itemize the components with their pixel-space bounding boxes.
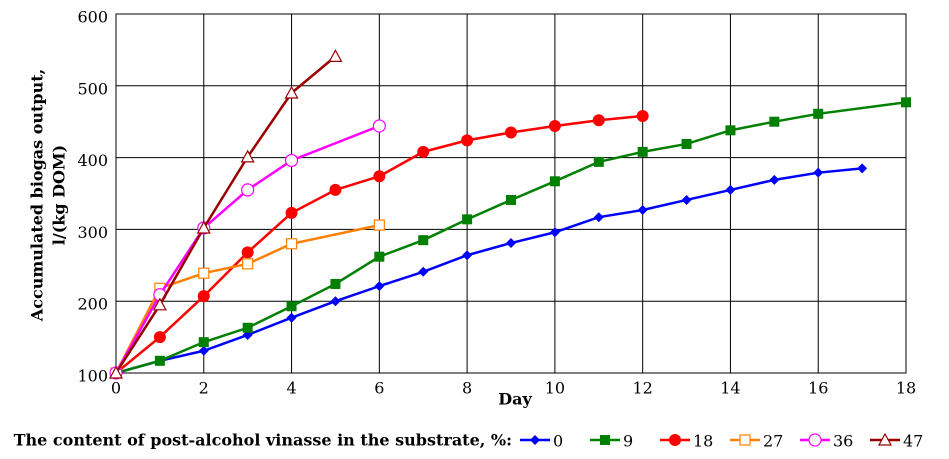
legend-label: 9	[623, 432, 633, 451]
x-tick-label: 6	[374, 379, 384, 398]
y-tick-label: 400	[77, 151, 108, 170]
marker	[506, 194, 516, 205]
x-tick-label: 10	[545, 379, 565, 398]
marker	[242, 322, 253, 333]
x-tick-label: 12	[632, 379, 652, 398]
marker	[330, 278, 341, 289]
marker	[152, 297, 167, 311]
x-tick-label: 16	[808, 379, 828, 398]
marker	[154, 355, 165, 366]
marker	[286, 312, 297, 323]
marker	[462, 250, 473, 261]
y-tick-label: 600	[77, 8, 108, 27]
marker	[198, 337, 209, 348]
marker	[329, 183, 342, 196]
marker	[286, 301, 297, 312]
series-line	[114, 55, 337, 374]
series-line	[114, 223, 380, 374]
legend-title: The content of post-alcohol vinasse in t…	[14, 431, 512, 450]
marker	[593, 212, 604, 223]
marker	[198, 345, 209, 356]
y-tick-label: 100	[77, 367, 108, 386]
marker	[506, 238, 516, 249]
legend-label: 18	[693, 432, 713, 451]
x-tick-label: 14	[720, 379, 740, 398]
marker	[108, 365, 124, 379]
y-axis-label: l/(kg DOM)	[50, 145, 69, 245]
marker	[769, 116, 780, 127]
x-tick-label: 2	[199, 379, 209, 398]
marker	[328, 49, 343, 62]
marker	[330, 296, 341, 307]
marker	[240, 149, 255, 163]
y-tick-label: 300	[77, 223, 108, 242]
marker	[461, 134, 474, 147]
marker	[739, 434, 751, 446]
marker	[681, 194, 692, 205]
marker	[592, 114, 605, 127]
marker	[196, 220, 211, 234]
marker	[373, 219, 385, 231]
marker	[198, 267, 210, 279]
plot-frame	[115, 13, 907, 374]
x-tick-label: 8	[462, 379, 472, 398]
marker	[813, 167, 824, 178]
marker	[549, 176, 560, 187]
marker	[242, 258, 254, 270]
marker	[505, 126, 517, 139]
marker	[153, 331, 166, 344]
marker	[600, 435, 610, 445]
legend-label: 27	[763, 432, 783, 451]
marker	[637, 146, 648, 157]
marker	[548, 120, 561, 133]
marker	[857, 163, 868, 174]
marker	[549, 227, 560, 238]
marker	[241, 246, 254, 259]
marker	[669, 434, 681, 446]
legend-label: 47	[903, 432, 923, 451]
x-axis-label: Day	[498, 390, 532, 409]
marker	[372, 119, 386, 133]
marker	[285, 238, 298, 250]
y-axis-label: Accumulated biogas output,	[28, 69, 47, 322]
marker	[813, 108, 824, 119]
x-tick-label: 0	[111, 379, 121, 398]
y-tick-label: 200	[77, 295, 108, 314]
y-tick-label: 500	[77, 79, 108, 98]
marker	[284, 153, 299, 168]
marker	[725, 125, 736, 136]
marker	[725, 184, 736, 195]
marker	[593, 156, 604, 167]
legend-label: 36	[833, 432, 853, 451]
marker	[374, 251, 385, 262]
marker	[417, 145, 430, 158]
marker	[418, 266, 429, 277]
marker	[373, 170, 386, 183]
marker	[374, 281, 385, 292]
marker	[877, 432, 893, 446]
series-line	[115, 167, 863, 375]
marker	[901, 97, 911, 108]
marker	[769, 174, 780, 185]
legend-label: 0	[553, 432, 563, 451]
marker	[681, 138, 692, 149]
marker	[462, 214, 473, 225]
marker	[284, 85, 299, 99]
marker	[637, 205, 648, 216]
x-tick-label: 18	[896, 379, 916, 398]
marker	[530, 435, 540, 445]
marker	[285, 206, 298, 219]
marker	[241, 183, 255, 197]
marker	[418, 235, 429, 246]
x-tick-label: 4	[286, 379, 296, 398]
series-line	[114, 124, 380, 374]
marker	[636, 109, 649, 122]
marker	[808, 433, 822, 447]
marker	[197, 290, 210, 303]
series-line	[115, 101, 907, 375]
